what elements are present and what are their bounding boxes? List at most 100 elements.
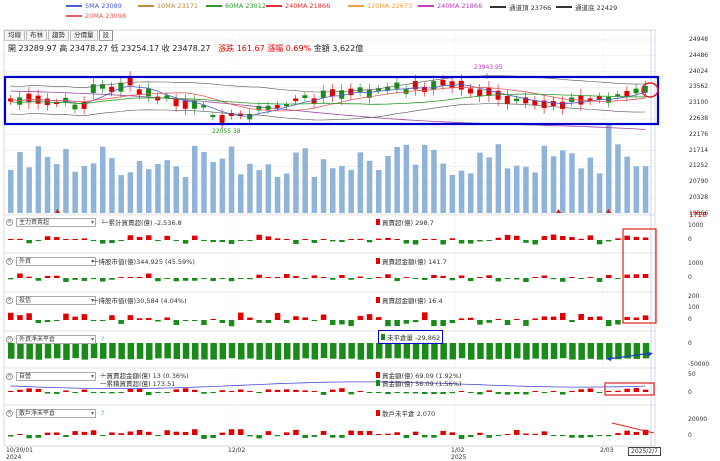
close-icon[interactable]: × [6,257,13,265]
foreign-unhedged-bar [587,343,595,359]
volume-bar [596,173,603,213]
legend-item: 通道底 22429 [556,2,617,12]
main-force-bar [302,239,308,240]
dealer-bar [320,392,327,395]
retail-bar [136,429,143,435]
main-force-bar [164,235,170,240]
dealer-bar [339,388,345,392]
foreign-unhedged-bar [72,343,79,359]
legend-item: 10MA 23171 [138,2,198,10]
main-force-bar [284,239,290,240]
tab-volume-profile[interactable]: 分價量 [70,30,98,41]
foreign-bar [54,275,60,278]
indicator-select[interactable]: 外資 [16,256,96,266]
volume-bar [284,173,290,213]
indicator-select[interactable]: 投信 [16,295,96,305]
x-label: 1/02 2025 [451,447,467,461]
quote-high: 高 23478.27 [59,44,108,53]
trust-bar [100,320,106,321]
foreign-bar [118,277,124,278]
main-force-bar [504,234,511,240]
main-force-bar [468,240,474,244]
retail-bar [247,435,253,437]
help-icon[interactable]: ? [101,296,105,304]
foreign-bar [330,278,336,280]
dealer-bar [431,392,437,395]
quote-line: 開 23289.97 高 23478.27 低 23254.17 收 23478… [8,43,363,54]
foreign-unhedged-bar [127,343,135,360]
high-price-label: 23943.95 [474,64,503,71]
volume-bar [477,152,483,213]
foreign-unhedged-bar [422,343,429,360]
trust-bar [54,320,60,321]
dealer-bar [412,392,419,394]
indicator-select[interactable]: 主力買賣超 [16,217,96,227]
help-icon[interactable]: ? [101,218,105,226]
volume-bar [440,163,446,213]
close-icon[interactable]: × [6,372,13,380]
foreign-bar [274,277,281,278]
tab-trend[interactable]: 趨勢 [48,30,69,41]
volume-bar [219,158,226,213]
volume-bar [357,152,364,213]
close-icon[interactable]: × [6,296,13,304]
retail-bar [514,429,520,435]
tab-settings[interactable]: 設 [98,30,113,41]
close-icon[interactable]: × [6,218,13,226]
indicator-select[interactable]: 自營 [16,371,96,381]
dealer-bars [8,388,649,396]
help-icon[interactable]: ? [101,257,105,265]
foreign-unhedged-bar [606,343,613,359]
main-force-bar [320,239,327,240]
dealer-bar [17,389,23,392]
retail-bar [238,429,244,435]
trust-bar [376,317,382,320]
retail-bar [495,435,502,436]
trust-bars [8,312,649,327]
x-label: 12/02 [228,447,246,454]
legend-swatch [66,5,82,7]
foreign-bar [320,277,327,278]
main-force-bar [550,234,557,240]
help-icon[interactable]: ? [101,409,105,417]
main-force-bar [81,238,88,240]
candle-body [514,98,519,102]
foreign-bar [615,278,621,279]
foreign-bar [458,275,465,278]
retail-bar [339,435,345,438]
trust-bar [339,320,345,325]
indicator-select[interactable]: 外資淨未平倉 [16,334,96,344]
candle-body [532,100,538,106]
close-icon[interactable]: × [6,335,13,343]
help-icon[interactable]: ? [101,335,105,343]
dealer-bar [642,389,649,392]
candle-body [164,95,170,99]
foreign-bar [155,278,161,282]
retail-bar [440,430,446,435]
main-force-bar [431,239,437,240]
foreign-bar [587,277,594,278]
tab-ma[interactable]: 均線 [4,30,25,41]
help-icon[interactable]: ? [101,372,105,380]
foreign-bar [284,274,290,278]
tab-bollinger[interactable]: 布林 [26,30,47,41]
main-force-bar [219,240,226,243]
indicator-select[interactable]: 散戶淨未平倉 [16,408,96,418]
candle-body [486,87,492,96]
red-highlight-circle [641,82,659,98]
main-force-bar [109,240,115,244]
retail-bar [173,431,180,435]
foreign-bar [339,275,345,278]
candle-body [550,100,556,107]
volume-bar [624,156,630,213]
marker [376,258,380,264]
foreign-unhedged-bar [560,343,567,359]
foreign-bar [348,278,354,280]
close-icon[interactable]: × [6,409,13,417]
main-force-bar [458,240,465,244]
dealer-bar [449,392,456,394]
trust-bar [63,313,69,320]
legend-item: 240MA 21866 [418,2,482,10]
retail-bar [118,433,124,435]
